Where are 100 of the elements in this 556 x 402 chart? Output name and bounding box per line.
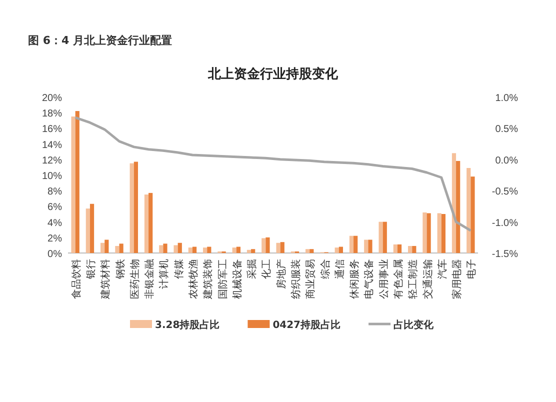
x-tick-label: 休闲服务 (348, 259, 361, 299)
bar (441, 214, 446, 253)
y2-tick-label: -0.5% (492, 186, 518, 198)
x-tick-label: 轻工制造 (407, 259, 420, 299)
x-tick-label: 化工 (260, 259, 273, 279)
y2-tick-label: 1.0% (495, 93, 518, 104)
x-tick-label: 商业贸易 (304, 259, 317, 299)
bar (188, 248, 192, 253)
x-tick-label: 非银金融 (144, 259, 156, 299)
bar (119, 244, 124, 253)
bar (236, 246, 240, 253)
legend-label: 3.28持股占比 (155, 319, 220, 331)
line-series (74, 116, 472, 232)
bar (75, 111, 80, 253)
x-tick-label: 房地产 (275, 259, 288, 289)
bar (148, 192, 153, 253)
x-tick-label: 电气设备 (363, 259, 376, 299)
bar (159, 245, 164, 253)
x-tick-label: 国防军工 (216, 259, 229, 299)
bar (408, 246, 412, 253)
x-tick-label: 采掘 (246, 259, 258, 279)
y-tick-label: 12% (42, 155, 62, 166)
bar (393, 244, 398, 253)
chart-subtitle: 北上资金行业持股变化 (207, 66, 339, 82)
bar (262, 238, 266, 253)
bar (349, 236, 354, 253)
x-tick-label: 建筑装饰 (202, 259, 214, 300)
x-tick-label: 汽车 (436, 259, 448, 279)
y-tick-label: 4% (48, 218, 62, 229)
bar (338, 246, 343, 253)
y-tick-label: 0% (48, 249, 62, 260)
x-tick-label: 食品饮料 (70, 259, 82, 299)
bar (334, 248, 339, 253)
bar (426, 213, 431, 253)
bar (276, 242, 280, 253)
bar (466, 168, 471, 253)
bar (232, 248, 236, 253)
bar (134, 162, 138, 253)
bar (246, 250, 252, 253)
bar (437, 213, 442, 253)
y-tick-label: 14% (42, 140, 62, 151)
x-tick-label: 综合 (319, 259, 332, 279)
bar (192, 246, 197, 253)
bar (422, 212, 427, 253)
bar (452, 153, 456, 253)
legend-label: 0427持股占比 (272, 319, 341, 331)
bar (397, 244, 402, 253)
y2-tick-label: -1.0% (492, 218, 518, 229)
x-tick-label: 有色金属 (392, 259, 404, 299)
x-tick-label: 建筑材料 (100, 259, 112, 300)
bar (456, 160, 460, 253)
x-tick-label: 农林牧渔 (187, 259, 200, 299)
bar (412, 246, 416, 253)
bar (364, 240, 368, 253)
bar (174, 245, 178, 253)
bar (100, 242, 105, 253)
legend-label: 占比变化 (394, 319, 435, 331)
bar (203, 248, 208, 253)
bar (130, 163, 134, 253)
bar (378, 222, 383, 253)
x-tick-label: 公用事业 (378, 259, 390, 299)
y-tick-label: 2% (48, 233, 62, 244)
x-tick-label: 计算机 (158, 259, 170, 289)
bar (382, 222, 387, 253)
x-tick-label: 家用电器 (451, 259, 464, 299)
bar (207, 246, 212, 253)
y-tick-label: 6% (48, 202, 62, 214)
x-tick-label: 纺织服装 (290, 259, 302, 299)
bar (90, 204, 94, 253)
x-tick-label: 医药生物 (128, 259, 141, 299)
x-tick-label: 钢铁 (114, 259, 126, 280)
x-tick-label: 交通运输 (422, 259, 434, 299)
bar (354, 236, 358, 253)
bar (368, 240, 372, 253)
y-tick-label: 10% (42, 171, 62, 182)
bar (86, 208, 90, 253)
bar (144, 194, 149, 253)
x-tick-label: 银行 (86, 259, 97, 280)
y-tick-label: 18% (42, 108, 62, 120)
x-tick-label: 通信 (334, 259, 346, 279)
bar (470, 176, 475, 253)
x-tick-label: 机械设备 (231, 259, 244, 299)
bar (266, 237, 270, 253)
y-tick-label: 16% (42, 124, 62, 136)
x-tick-label: 电子 (466, 259, 478, 279)
y-tick-label: 8% (48, 186, 62, 198)
bar (251, 249, 256, 253)
x-tick-label: 传媒 (174, 259, 185, 279)
bar (104, 240, 109, 253)
y2-tick-label: 0.5% (495, 124, 518, 136)
y2-tick-label: 0.0% (495, 155, 518, 166)
chart-title: 图 6：4 月北上资金行业配置 (28, 34, 172, 47)
bar (310, 249, 314, 253)
bar (280, 242, 284, 253)
bar (163, 244, 168, 253)
bar (306, 249, 310, 253)
y-tick-label: 20% (42, 93, 62, 104)
bar (115, 246, 120, 253)
y2-tick-label: -1.5% (492, 249, 518, 260)
bar (71, 116, 76, 253)
